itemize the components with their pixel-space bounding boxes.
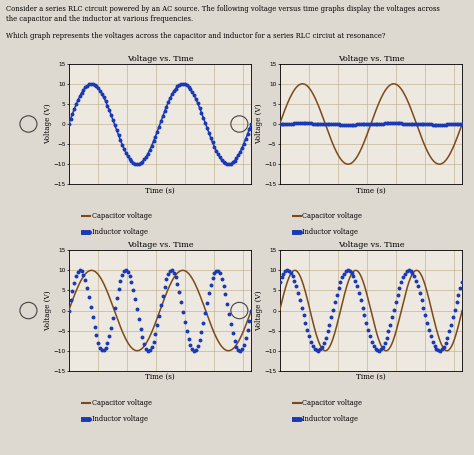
X-axis label: Time (s): Time (s) [145,373,175,381]
Text: the capacitor and the inductor at various frequencies.: the capacitor and the inductor at variou… [6,15,193,23]
Title: Voltage vs. Time: Voltage vs. Time [337,55,404,63]
X-axis label: Time (s): Time (s) [356,373,386,381]
Text: Which graph represents the voltages across the capacitor and inductor for a seri: Which graph represents the voltages acro… [6,32,385,40]
Y-axis label: Voltage (V): Voltage (V) [255,290,263,331]
Text: Capacitor voltage: Capacitor voltage [302,212,363,220]
Text: Inductor voltage: Inductor voltage [91,415,147,423]
Text: Capacitor voltage: Capacitor voltage [91,399,152,407]
Text: Inductor voltage: Inductor voltage [91,228,147,236]
Text: Consider a series RLC circuit powered by an AC source. The following voltage ver: Consider a series RLC circuit powered by… [6,5,439,13]
Text: Inductor voltage: Inductor voltage [302,228,358,236]
Title: Voltage vs. Time: Voltage vs. Time [127,55,193,63]
Text: Capacitor voltage: Capacitor voltage [91,212,152,220]
Text: Inductor voltage: Inductor voltage [302,415,358,423]
Title: Voltage vs. Time: Voltage vs. Time [337,242,404,249]
Title: Voltage vs. Time: Voltage vs. Time [127,242,193,249]
Y-axis label: Voltage (V): Voltage (V) [44,104,52,144]
Y-axis label: Voltage (V): Voltage (V) [255,104,263,144]
Text: Capacitor voltage: Capacitor voltage [302,399,363,407]
X-axis label: Time (s): Time (s) [356,187,386,194]
X-axis label: Time (s): Time (s) [145,187,175,194]
Y-axis label: Voltage (V): Voltage (V) [44,290,52,331]
